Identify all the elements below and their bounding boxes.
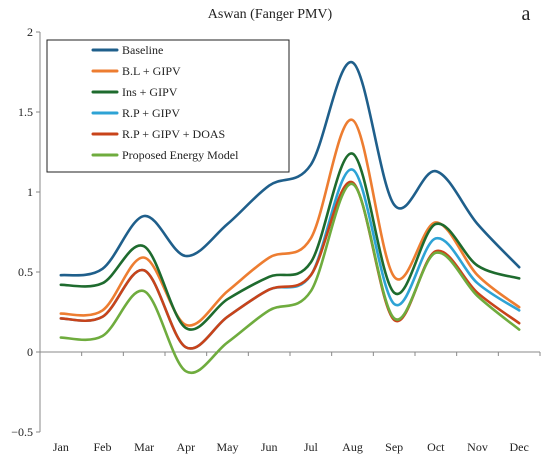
x-tick-label: Oct — [427, 440, 445, 454]
y-tick-label: 2 — [27, 25, 33, 39]
x-tick-label: Jun — [261, 440, 278, 454]
series-line-4 — [59, 181, 521, 350]
axes: 2 1.5 1 0.5 0 −0.5 Jan Feb Mar Apr May Jun Jul Aug Sep… — [11, 25, 541, 454]
x-tick-label: Nov — [467, 440, 488, 454]
legend-box — [46, 39, 290, 173]
x-tick-label: Jul — [304, 440, 319, 454]
chart-title: Aswan (Fanger PMV) — [208, 7, 333, 22]
x-tick-label: Sep — [385, 440, 403, 454]
legend-label: Proposed Energy Model — [122, 148, 239, 162]
y-tick-label: 0 — [27, 345, 33, 359]
legend-label: R.P + GIPV + DOAS — [122, 127, 225, 141]
series-line-5 — [59, 182, 521, 375]
x-tick-label: Mar — [134, 440, 154, 454]
x-tick-label: Apr — [176, 440, 195, 454]
x-tick-label: Aug — [342, 440, 363, 454]
x-tick-label: Dec — [510, 440, 529, 454]
y-tick-label: 1 — [27, 185, 33, 199]
legend-label: B.L + GIPV — [122, 64, 181, 78]
legend-label: R.P + GIPV — [122, 106, 180, 120]
legend-label: Baseline — [122, 43, 163, 57]
y-tick-label: −0.5 — [11, 425, 33, 439]
series-line-0 — [59, 61, 521, 277]
y-tick-label: 0.5 — [18, 265, 33, 279]
x-tick-label: Jan — [53, 440, 69, 454]
series-line-1 — [59, 118, 521, 327]
legend-label: Ins + GIPV — [122, 85, 178, 99]
x-tick-label: Feb — [94, 440, 112, 454]
series-lines — [59, 61, 521, 375]
panel-label: a — [522, 3, 531, 25]
series-line-2 — [59, 152, 521, 331]
x-tick-label: May — [217, 440, 239, 454]
y-tick-label: 1.5 — [18, 105, 33, 119]
legend: Baseline B.L + GIPV Ins + GIPV R.P + GIPV R.… — [46, 39, 290, 173]
